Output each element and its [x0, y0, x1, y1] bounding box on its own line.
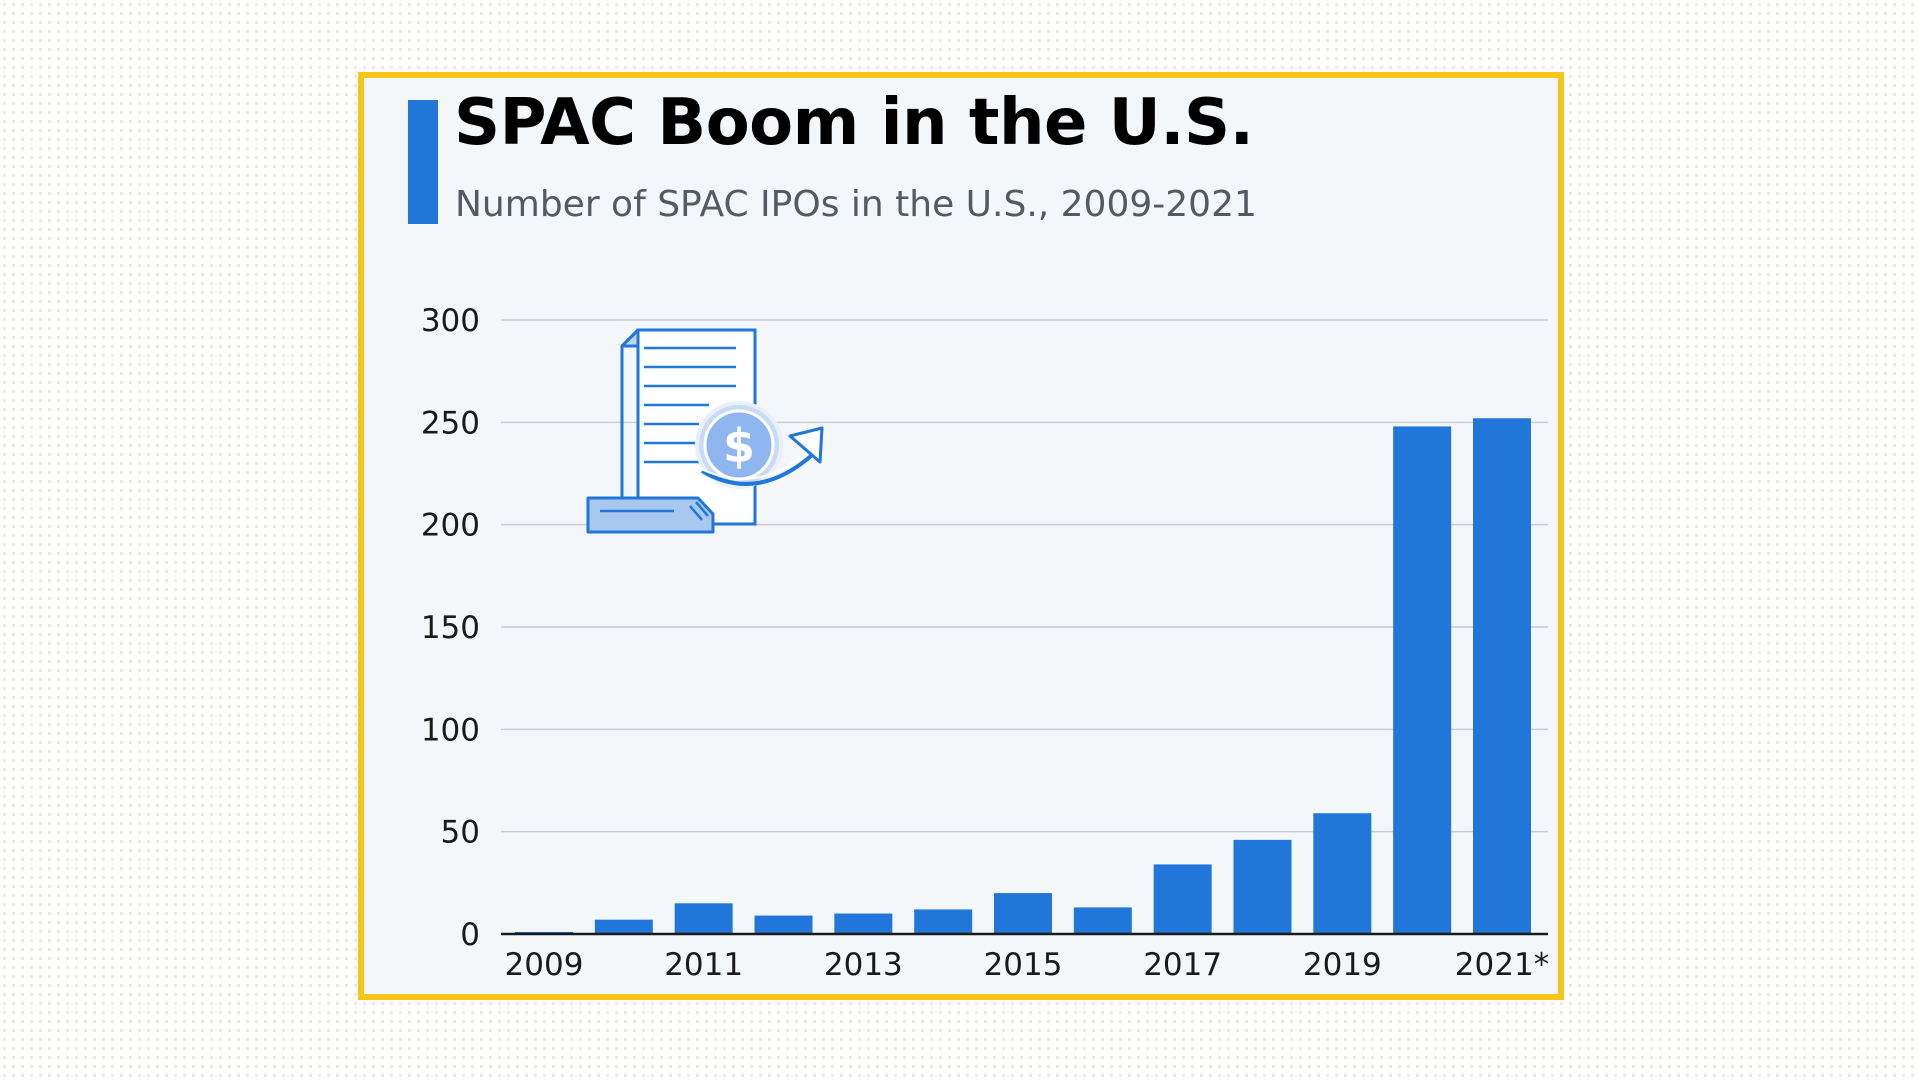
chart-card: SPAC Boom in the U.S. Number of SPAC IPO… — [358, 72, 1564, 1000]
bar-2017 — [1153, 864, 1212, 934]
bar-2015 — [994, 893, 1052, 934]
y-tick-label: 50 — [441, 815, 480, 851]
chart-subtitle: Number of SPAC IPOs in the U.S., 2009-20… — [455, 184, 1257, 225]
y-tick-label: 300 — [421, 303, 480, 339]
y-tick-label: 150 — [421, 610, 480, 646]
chart-title: SPAC Boom in the U.S. — [454, 86, 1254, 160]
bar-2021 — [1473, 418, 1531, 934]
y-axis-ticks: 0 50 100 150 200 250 300 — [421, 303, 480, 953]
y-tick-label: 0 — [460, 917, 480, 953]
x-tick-label: 2019 — [1303, 947, 1382, 983]
bar-2010 — [594, 919, 653, 934]
svg-text:$: $ — [723, 419, 755, 473]
bar-2019 — [1313, 813, 1372, 934]
bar-2018 — [1233, 839, 1292, 934]
bar-2016 — [1073, 907, 1132, 934]
bar-2014 — [914, 909, 973, 934]
bar-2012 — [754, 915, 813, 934]
bar-chart: 0 50 100 150 200 250 300 $ — [421, 303, 1550, 983]
bar-2013 — [834, 913, 893, 934]
bars — [515, 418, 1531, 934]
x-axis-ticks: 2009 2011 2013 2015 2017 2019 2021* — [505, 947, 1550, 983]
x-tick-label: 2015 — [984, 947, 1063, 983]
x-tick-label: 2013 — [824, 947, 903, 983]
x-tick-label: 2017 — [1143, 947, 1222, 983]
y-tick-label: 200 — [421, 508, 480, 544]
x-tick-label: 2011 — [664, 947, 743, 983]
document-dollar-icon: $ — [586, 328, 824, 534]
y-tick-label: 250 — [421, 405, 480, 441]
x-tick-label: 2009 — [505, 947, 584, 983]
bar-2011 — [674, 903, 733, 934]
y-tick-label: 100 — [421, 712, 480, 748]
title-accent-bar — [408, 100, 438, 224]
x-tick-label: 2021* — [1455, 947, 1549, 983]
bar-2020 — [1393, 426, 1452, 934]
